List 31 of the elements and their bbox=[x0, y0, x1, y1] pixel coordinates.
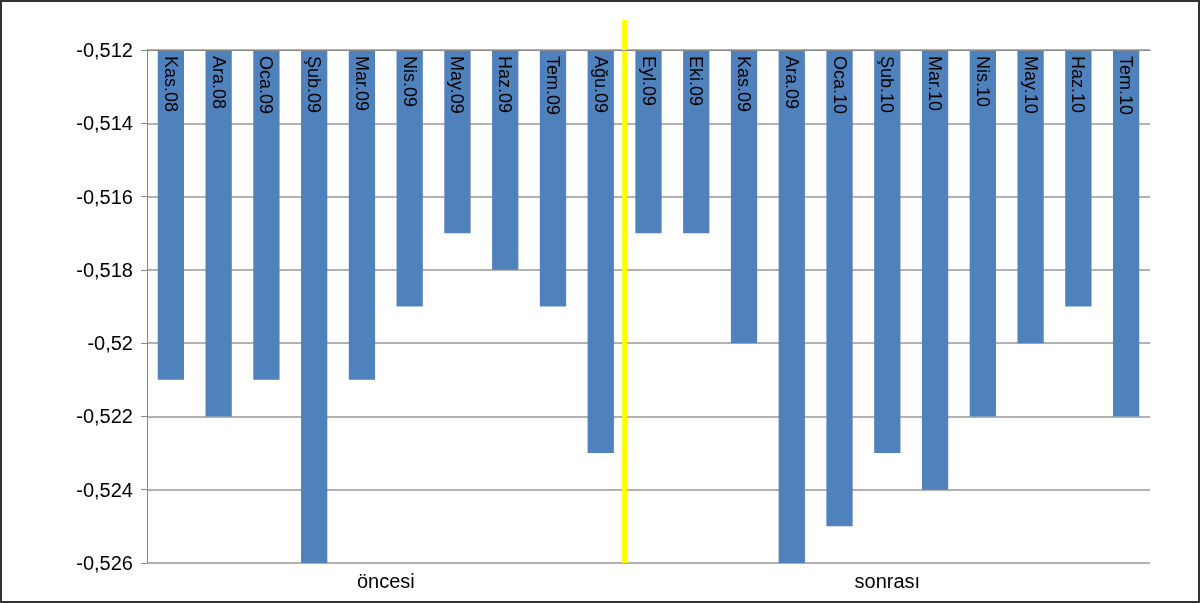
x-tick-label: Kas.09 bbox=[734, 56, 755, 113]
x-tick-label: Tem.09 bbox=[542, 56, 563, 116]
x-tick-label: May.10 bbox=[1020, 56, 1041, 114]
y-tick-label: -0,516 bbox=[76, 185, 133, 208]
y-tick-label: -0,526 bbox=[76, 552, 133, 574]
x-tick-label: Kas.08 bbox=[160, 56, 181, 113]
x-tick-label: Mar.10 bbox=[925, 56, 946, 112]
x-tick-label: Oca.10 bbox=[829, 56, 850, 115]
y-tick-label: -0,522 bbox=[76, 405, 133, 428]
x-tick-label: May.09 bbox=[447, 56, 468, 114]
x-tick-label: Tem.10 bbox=[1116, 56, 1137, 116]
y-tick-label: -0,518 bbox=[76, 258, 133, 281]
x-tick-label: Şub.10 bbox=[877, 56, 898, 114]
x-tick-label: Nis.09 bbox=[399, 56, 420, 108]
y-tick-label: -0,52 bbox=[87, 332, 133, 355]
x-tick-label: Ara.09 bbox=[781, 56, 802, 110]
y-tick-label: -0,512 bbox=[76, 39, 133, 61]
x-tick-label: Oca.09 bbox=[256, 56, 277, 115]
x-tick-label: Haz.09 bbox=[495, 56, 516, 114]
x-tick-label: Eyl.09 bbox=[638, 56, 659, 107]
x-tick-label: Haz.10 bbox=[1068, 56, 1089, 114]
x-tick-label: Ara.08 bbox=[208, 56, 229, 110]
x-tick-label: Eki.09 bbox=[686, 56, 707, 107]
y-tick-label: -0,514 bbox=[76, 112, 133, 135]
x-tick-label: Şub.09 bbox=[304, 56, 325, 114]
x-tick-label: Nis.10 bbox=[972, 56, 993, 108]
text: öncesi bbox=[356, 570, 415, 592]
y-tick-label: -0,524 bbox=[76, 478, 133, 501]
x-tick-label: Mar.09 bbox=[351, 56, 372, 112]
x-tick-label: Ağu.09 bbox=[590, 56, 611, 114]
text: sonrası bbox=[854, 570, 921, 592]
